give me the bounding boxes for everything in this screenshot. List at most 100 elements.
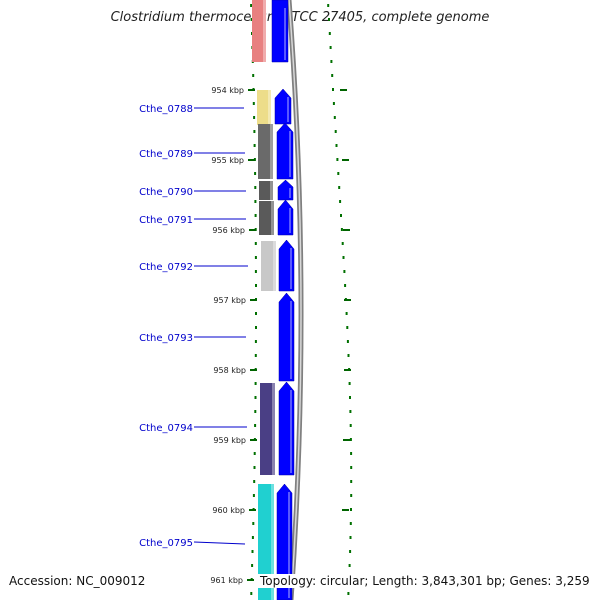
gc-dot-right (346, 326, 349, 329)
gene-arrow-Cthe_0790[interactable] (277, 179, 294, 201)
gc-dot-right (349, 410, 352, 413)
cog-bar-shine-Cthe_0794 (272, 383, 275, 475)
gene-arrow-shine-Cthe_0794 (290, 390, 292, 473)
gc-dot-left (250, 592, 253, 595)
gene-label-Cthe_0792[interactable]: Cthe_0792 (139, 262, 193, 273)
gc-dot-left (253, 144, 256, 147)
gc-dot-right (341, 242, 344, 245)
gene-label-Cthe_0790[interactable]: Cthe_0790 (139, 187, 193, 198)
gene-arrow-Cthe_0791[interactable] (277, 199, 294, 236)
gc-dot-right (337, 172, 340, 175)
scale-tick-label: 956 kbp (212, 226, 245, 235)
gc-dot-left (253, 480, 256, 483)
scale-tick-label: 958 kbp (213, 366, 246, 375)
gc-dot-right (346, 340, 349, 343)
gc-dot-left (252, 522, 255, 525)
gc-dot-left (254, 340, 257, 343)
gc-dot-left (254, 382, 257, 385)
gc-dot-right (343, 270, 346, 273)
gc-dot-right (348, 382, 351, 385)
gc-dot-right (332, 88, 334, 91)
cog-bar-Cthe_0794[interactable] (260, 383, 275, 475)
cog-bar-Cthe_0791[interactable] (259, 201, 274, 235)
gc-dot-right (349, 550, 352, 553)
cog-bar-shine-Cthe_0788 (268, 90, 271, 125)
gc-dot-left (254, 424, 257, 427)
gc-dot-left (252, 102, 255, 105)
gene-arrow-shine-Cthe_0792 (290, 248, 292, 289)
gc-dot-right (344, 284, 347, 287)
gene-label-Cthe_0788[interactable]: Cthe_0788 (139, 104, 193, 115)
gene-arrow-Cthe_0794[interactable] (278, 381, 295, 476)
gene-arrow-top[interactable] (271, 0, 289, 63)
backbone-highlight (288, 0, 302, 600)
gene-label-Cthe_0795[interactable]: Cthe_0795 (139, 538, 193, 549)
cog-bar-Cthe_0789[interactable] (258, 124, 273, 179)
cog-bar-top[interactable] (252, 0, 266, 62)
gene-label-Cthe_0794[interactable]: Cthe_0794 (139, 423, 193, 434)
scale-tick-label: 960 kbp (212, 506, 245, 515)
gene-label-Cthe_0791[interactable]: Cthe_0791 (139, 215, 193, 226)
scale-tick-label: 961 kbp (210, 576, 243, 585)
gc-dot-right (347, 354, 350, 357)
cog-bar-shine-Cthe_0795 (271, 484, 274, 600)
gene-label-Cthe_0793[interactable]: Cthe_0793 (139, 333, 193, 344)
gc-dot-right (327, 4, 330, 7)
scale-tick-label: 954 kbp (211, 86, 244, 95)
gene-arrow-shine-Cthe_0788 (287, 97, 289, 122)
gc-dot-left (254, 396, 257, 399)
gc-dot-left (254, 256, 257, 259)
gc-dot-left (254, 214, 257, 217)
gene-arrow-shine-Cthe_0791 (289, 208, 291, 233)
gene-arrow-Cthe_0788[interactable] (274, 88, 292, 125)
gene-label-Cthe_0789[interactable]: Cthe_0789 (139, 149, 193, 160)
gc-dot-right (349, 522, 352, 525)
gc-dot-left (254, 354, 257, 357)
cog-bar-shine-Cthe_0792 (273, 241, 276, 291)
cog-bar-Cthe_0795[interactable] (258, 484, 274, 600)
gc-dot-left (254, 172, 257, 175)
cog-bar-shine-Cthe_0791 (271, 201, 274, 235)
gc-dot-left (254, 242, 257, 245)
gene-arrow-Cthe_0793[interactable] (278, 292, 295, 382)
gc-dot-left (252, 74, 255, 77)
gc-dot-right (340, 228, 343, 231)
gc-dot-right (338, 186, 341, 189)
gc-dot-left (253, 452, 256, 455)
gc-dot-left (253, 466, 256, 469)
gc-dot-left (251, 550, 254, 553)
gc-dot-right (348, 564, 351, 567)
gc-dot-right (350, 466, 353, 469)
gene-arrow-shine-Cthe_0789 (289, 131, 291, 177)
gene-arrow-shine-Cthe_0793 (290, 301, 292, 379)
gc-dot-left (255, 326, 257, 329)
accession-label: Accession: NC_009012 (9, 574, 146, 588)
gc-dot-right (329, 46, 332, 49)
gc-dot-right (347, 592, 350, 595)
gene-arrow-shine-Cthe_0795 (288, 492, 290, 598)
gc-dot-left (254, 270, 257, 273)
gc-dot-right (328, 18, 330, 21)
cog-bar-Cthe_0788[interactable] (257, 90, 271, 125)
topology-info: Topology: circular; Length: 3,843,301 bp… (258, 574, 590, 588)
gene-arrow-Cthe_0789[interactable] (276, 122, 294, 180)
cog-bar-shine-Cthe_0789 (270, 124, 273, 179)
gc-dot-left (254, 200, 257, 203)
gc-dot-right (345, 312, 348, 315)
scale-tick-label: 959 kbp (213, 436, 246, 445)
genome-title: Clostridium thermocellum ATCC 27405, com… (110, 10, 490, 25)
gc-dot-left (253, 116, 256, 119)
gc-dot-right (349, 438, 352, 441)
gc-dot-left (254, 186, 257, 189)
cog-bar-Cthe_0790[interactable] (259, 181, 273, 200)
cog-bar-shine-top (263, 0, 266, 62)
gene-arrow-Cthe_0792[interactable] (278, 239, 295, 292)
gc-dot-right (330, 60, 333, 63)
gc-dot-right (349, 536, 352, 539)
cog-bar-shine-Cthe_0790 (270, 181, 273, 200)
cog-bar-Cthe_0792[interactable] (261, 241, 276, 291)
gc-dot-right (332, 102, 335, 105)
gc-dot-left (255, 284, 257, 287)
